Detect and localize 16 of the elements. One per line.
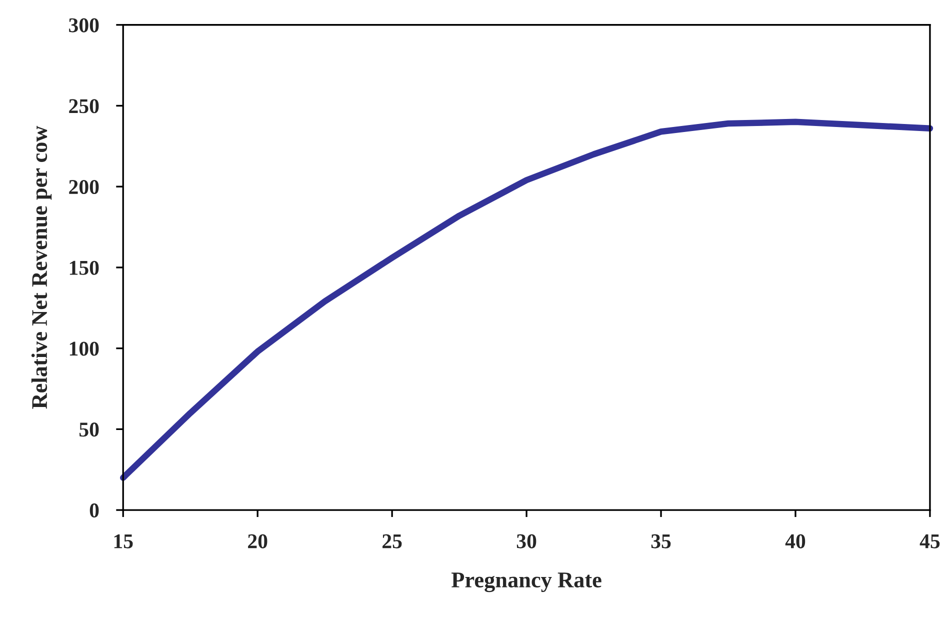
x-tick-label: 20 (248, 534, 268, 548)
x-tick-label: 35 (651, 534, 671, 548)
y-tick-label: 150 (70, 260, 99, 275)
x-tick-label: 30 (516, 534, 536, 548)
x-axis-title: Pregnancy Rate (452, 572, 602, 592)
x-tick-label: 25 (382, 534, 402, 548)
y-tick-label: 100 (70, 342, 99, 356)
y-tick-label: 200 (69, 180, 99, 194)
y-axis-title: Relative Net Revenue per cow (31, 126, 52, 409)
y-tick-label: 0 (90, 503, 99, 518)
x-tick-label: 40 (785, 534, 806, 548)
x-tick-label: 45 (920, 534, 940, 548)
y-tick-label: 50 (80, 422, 99, 437)
y-tick-label: 300 (69, 18, 99, 32)
x-tick-label: 15 (114, 534, 133, 548)
y-tick-label: 250 (69, 99, 99, 114)
